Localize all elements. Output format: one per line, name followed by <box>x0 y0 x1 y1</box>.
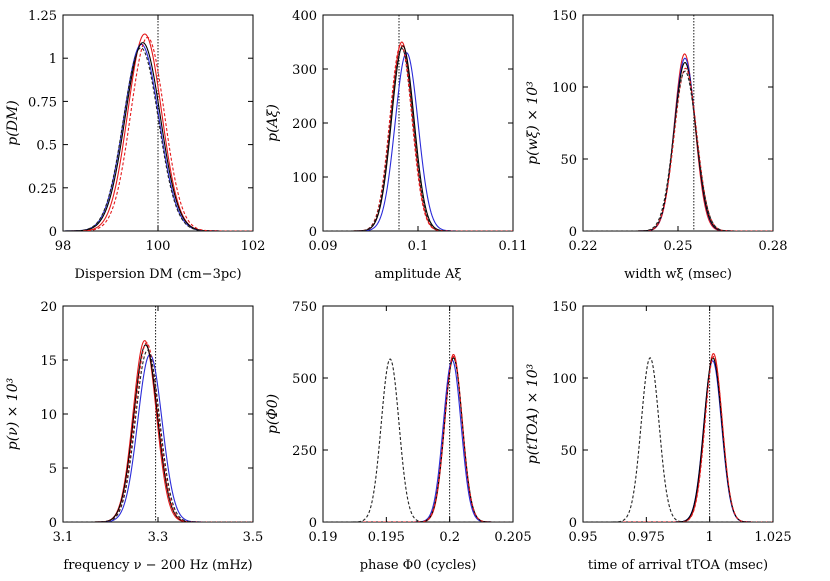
series-red-dashed <box>583 67 773 231</box>
series-black-dashed <box>323 47 513 231</box>
x-tick-label: 1.025 <box>754 530 791 545</box>
series-dark <box>583 357 773 522</box>
y-axis-label: p(tTOA) × 10³ <box>525 363 541 464</box>
y-tick-label: 5 <box>49 462 57 477</box>
x-tick-label: 0.28 <box>759 239 788 254</box>
series-red-dashed <box>583 355 773 522</box>
series-red <box>583 353 773 522</box>
series-blue <box>323 359 513 522</box>
series-dark <box>323 357 513 522</box>
series-red-dashed <box>63 36 253 231</box>
series-red <box>323 353 513 522</box>
series-dark <box>323 45 513 231</box>
panel-amp: 0.09 0.1 0.11 0 100 200 300 400 amplitude Aξ p(Aξ… <box>265 9 527 282</box>
series-red <box>583 53 773 231</box>
x-tick-label: 0.25 <box>664 239 693 254</box>
y-tick-label: 200 <box>292 117 317 132</box>
series-black-dashed <box>323 358 513 522</box>
y-tick-label: 1.25 <box>28 9 57 24</box>
x-tick-label: 0.2 <box>439 530 460 545</box>
y-tick-label: 0 <box>49 516 57 531</box>
y-tick-label: 0 <box>309 516 317 531</box>
x-tick-label: 3.5 <box>243 530 264 545</box>
x-tick-label: 0.11 <box>499 239 528 254</box>
x-tick-label: 0.975 <box>628 530 665 545</box>
y-axis-label: p(Aξ) <box>265 104 281 142</box>
series-blue <box>583 360 773 522</box>
x-tick-label: 102 <box>241 239 266 254</box>
x-axis-label: width wξ (msec) <box>624 267 732 282</box>
x-axis-label: amplitude Aξ <box>374 267 461 282</box>
x-tick-label: 1 <box>706 530 714 545</box>
x-tick-label: 0.95 <box>569 530 598 545</box>
x-tick-label: 0.205 <box>494 530 531 545</box>
x-axis-label: frequency ν − 200 Hz (mHz) <box>63 558 252 573</box>
x-tick-label: 0.19 <box>309 530 338 545</box>
series-red <box>323 41 513 231</box>
series-black-dashed <box>63 47 253 231</box>
y-tick-label: 100 <box>292 171 317 186</box>
y-tick-label: 150 <box>552 300 577 315</box>
y-tick-label: 0.5 <box>36 139 57 154</box>
y-tick-label: 750 <box>292 300 317 315</box>
x-tick-label: 3.1 <box>53 530 74 545</box>
y-tick-label: 500 <box>292 372 317 387</box>
y-tick-label: 50 <box>560 444 577 459</box>
y-tick-label: 250 <box>292 444 317 459</box>
y-axis-label: p(DM) <box>5 100 21 145</box>
y-tick-label: 0.75 <box>28 95 57 110</box>
panel-freq: 3.1 3.3 3.5 0 5 10 15 20 frequency ν − 200 Hz (m… <box>5 300 263 573</box>
series-dark <box>583 62 773 231</box>
x-tick-label: 0.09 <box>309 239 338 254</box>
y-tick-label: 0 <box>49 225 57 240</box>
series-red-dashed <box>323 355 513 522</box>
y-tick-label: 300 <box>292 63 317 78</box>
x-tick-label: 0.22 <box>569 239 598 254</box>
y-tick-label: 400 <box>292 9 317 24</box>
x-tick-label: 0.195 <box>368 530 405 545</box>
series-blue <box>63 354 253 522</box>
x-axis-label: phase Φ0 (cycles) <box>360 558 477 573</box>
series-black-dashed <box>583 357 773 522</box>
y-tick-label: 50 <box>560 153 577 168</box>
y-tick-label: 0 <box>309 225 317 240</box>
axes-frame <box>582 14 774 232</box>
y-tick-label: 15 <box>40 354 57 369</box>
y-tick-label: 0.25 <box>28 182 57 197</box>
y-tick-label: 20 <box>40 300 57 315</box>
y-tick-label: 1 <box>49 52 57 67</box>
axes-frame <box>322 305 514 523</box>
x-axis-label: time of arrival tTOA (msec) <box>588 558 768 573</box>
series-red <box>63 339 253 522</box>
y-tick-label: 0 <box>569 516 577 531</box>
y-tick-label: 100 <box>552 372 577 387</box>
y-axis-label: p(wξ) × 10³ <box>525 81 541 165</box>
x-tick-label: 98 <box>55 239 72 254</box>
y-tick-label: 10 <box>40 408 57 423</box>
y-axis-label: p(Φ0) <box>265 394 281 434</box>
y-axis-label: p(ν) × 10³ <box>5 377 21 450</box>
axes-frame <box>582 305 774 523</box>
series-blue <box>323 52 513 231</box>
panel-toa: 0.95 0.975 1 1.025 0 50 100 150 time of arrival … <box>525 300 792 573</box>
series-black-dashed <box>583 70 773 231</box>
series-red-dashed <box>323 44 513 231</box>
x-axis-label: Dispersion DM (cm−3pc) <box>74 267 241 282</box>
series-black-dashed <box>63 349 253 522</box>
panel-width: 0.22 0.25 0.28 0 50 100 150 width wξ (msec) p(wξ… <box>525 9 787 282</box>
y-tick-label: 100 <box>552 81 577 96</box>
x-tick-label: 0.1 <box>408 239 429 254</box>
y-tick-label: 0 <box>569 225 577 240</box>
y-tick-label: 150 <box>552 9 577 24</box>
panel-dm: 98 100 102 0 0.25 0.5 0.75 1 1.25 Dispersion DM (… <box>5 9 265 282</box>
x-tick-label: 3.3 <box>148 530 169 545</box>
panel-phase: 0.19 0.195 0.2 0.205 0 250 500 750 phase Φ0 (cyc… <box>265 300 532 573</box>
x-tick-label: 100 <box>146 239 171 254</box>
